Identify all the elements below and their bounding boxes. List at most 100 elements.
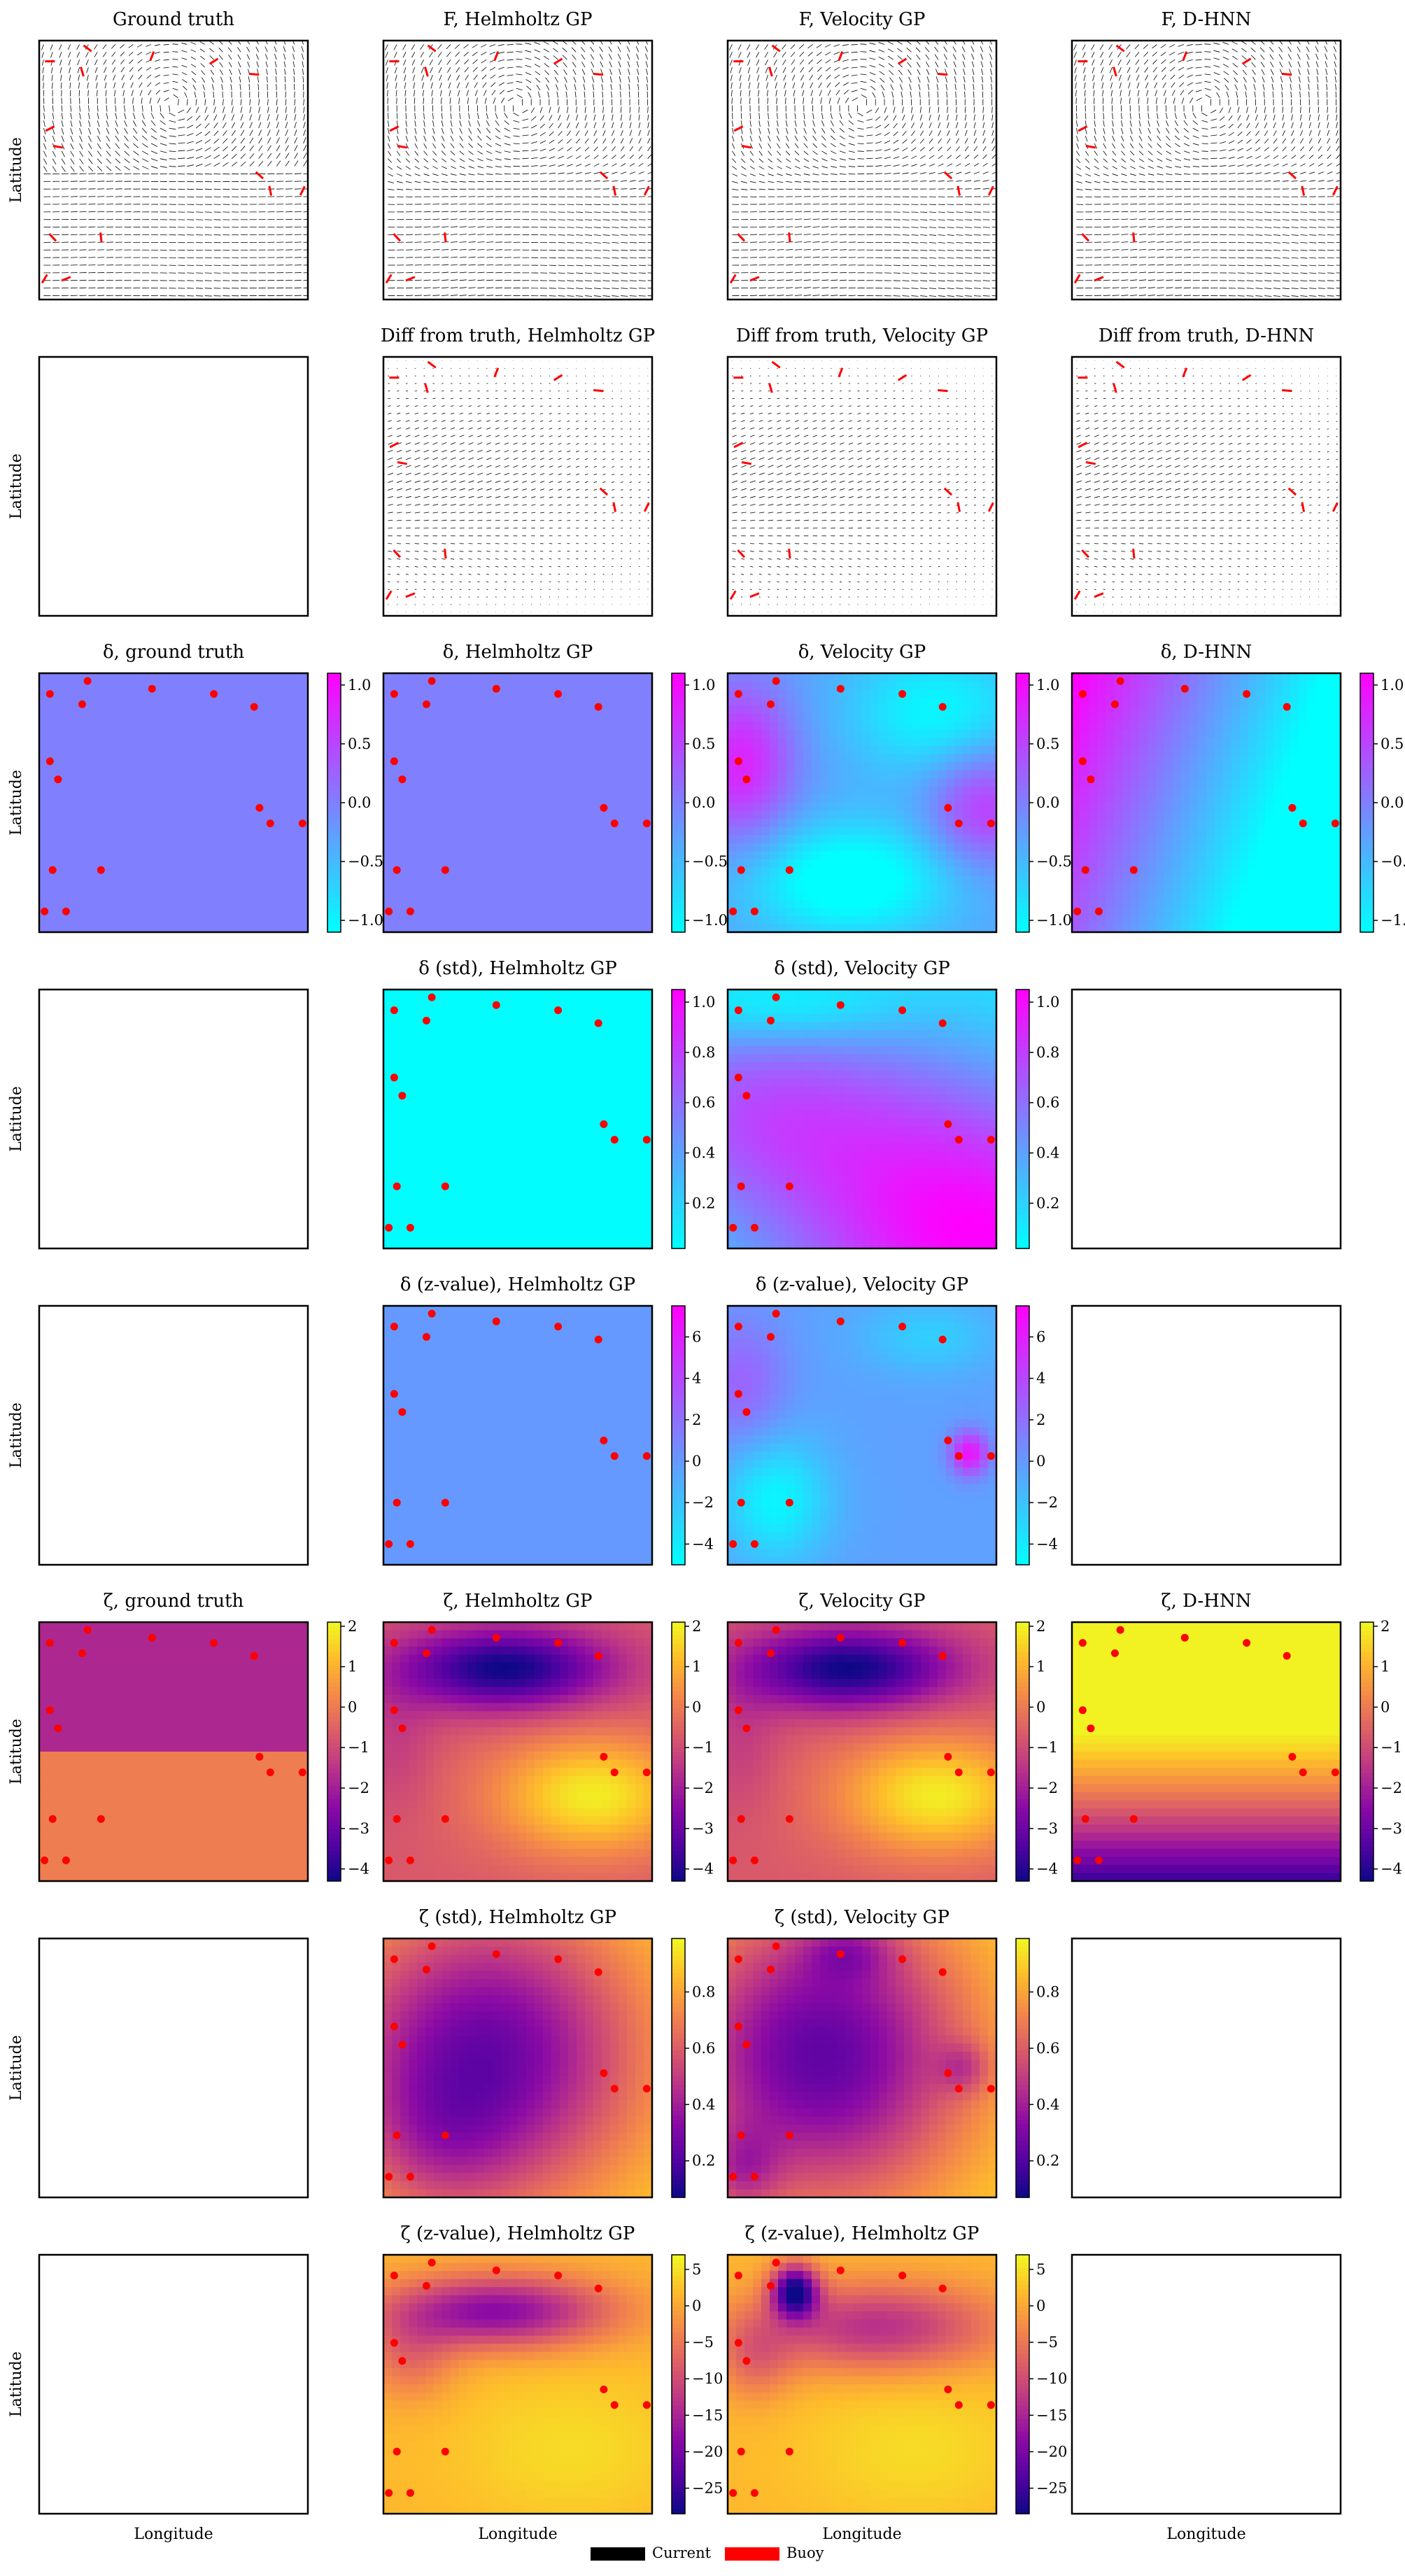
current-arrow — [621, 234, 628, 236]
current-arrow — [552, 41, 558, 45]
current-arrow — [1121, 174, 1127, 176]
current-arrow — [884, 132, 890, 136]
current-arrow — [516, 43, 523, 45]
current-arrow — [154, 51, 160, 54]
current-arrow — [504, 457, 509, 460]
current-arrow — [584, 146, 590, 152]
current-arrow — [204, 131, 211, 136]
current-arrow — [238, 62, 241, 68]
current-arrow — [115, 143, 120, 149]
current-arrow — [953, 61, 956, 68]
current-arrow — [1273, 114, 1276, 121]
current-arrow — [574, 91, 577, 98]
current-arrow — [740, 135, 744, 142]
current-arrow — [794, 174, 801, 176]
buoy-arrow — [1078, 125, 1088, 132]
current-arrow — [1228, 115, 1233, 121]
current-arrow — [638, 241, 646, 244]
current-arrow — [423, 128, 426, 134]
current-arrow — [122, 82, 125, 89]
current-arrow — [584, 435, 588, 437]
current-arrow — [497, 51, 504, 54]
panel-1-1: Diff from truth, Helmholtz GP — [381, 325, 655, 617]
current-arrow — [468, 272, 476, 274]
current-arrow — [239, 83, 241, 90]
current-arrow — [973, 122, 976, 129]
current-arrow — [629, 163, 635, 167]
current-arrow — [766, 82, 768, 89]
current-arrow — [1195, 44, 1202, 45]
current-arrow — [584, 106, 586, 113]
current-arrow — [1094, 181, 1101, 183]
current-arrow — [1085, 113, 1087, 120]
current-arrow — [432, 405, 437, 407]
current-arrow — [581, 62, 586, 68]
current-arrow — [477, 135, 482, 141]
current-arrow — [468, 504, 474, 506]
current-arrow — [423, 113, 425, 120]
current-arrow — [240, 137, 245, 144]
current-arrow — [1101, 74, 1104, 81]
current-arrow — [481, 51, 487, 56]
current-arrow — [504, 519, 509, 521]
buoy-arrow — [444, 232, 447, 243]
current-arrow — [522, 157, 529, 160]
current-arrow — [150, 105, 153, 112]
current-arrow — [178, 165, 185, 167]
current-arrow — [803, 97, 805, 104]
current-arrow — [833, 44, 840, 47]
current-arrow — [1162, 82, 1166, 88]
current-arrow — [1336, 154, 1341, 159]
current-arrow — [1148, 174, 1155, 176]
current-arrow — [413, 82, 416, 89]
current-arrow — [294, 122, 297, 129]
current-arrow — [576, 227, 584, 228]
current-arrow — [1174, 143, 1180, 148]
current-arrow — [1327, 138, 1330, 144]
panel-plot-area — [1073, 41, 1341, 297]
current-arrow — [848, 158, 855, 160]
current-arrow — [647, 83, 648, 90]
current-arrow — [504, 405, 507, 407]
current-arrow — [758, 113, 760, 120]
current-arrow — [414, 551, 419, 552]
current-arrow — [915, 47, 921, 52]
current-arrow — [991, 106, 993, 113]
current-arrow — [911, 106, 913, 113]
current-arrow — [1222, 64, 1229, 68]
current-arrow — [599, 54, 603, 60]
current-arrow — [1287, 46, 1292, 52]
current-arrow — [442, 272, 449, 274]
current-arrow — [397, 558, 401, 560]
current-arrow — [621, 188, 628, 190]
current-arrow — [504, 127, 510, 132]
current-arrow — [839, 113, 842, 119]
current-arrow — [794, 218, 802, 220]
current-arrow — [920, 211, 928, 213]
current-arrow — [964, 91, 966, 98]
current-arrow — [412, 74, 416, 81]
current-arrow — [758, 158, 764, 163]
current-arrow — [962, 53, 966, 60]
current-arrow — [104, 82, 107, 89]
current-arrow — [965, 288, 973, 289]
current-arrow — [839, 241, 847, 243]
current-arrow — [1291, 249, 1299, 251]
current-arrow — [495, 150, 502, 154]
current-arrow — [602, 272, 610, 274]
current-arrow — [414, 442, 420, 445]
current-arrow — [248, 83, 250, 90]
y-axis-label: Latitude — [8, 137, 25, 203]
current-arrow — [486, 420, 490, 422]
current-arrow — [450, 120, 453, 127]
current-arrow — [405, 113, 407, 120]
current-arrow — [516, 80, 523, 83]
current-arrow — [584, 428, 588, 430]
current-arrow — [1280, 83, 1283, 90]
current-arrow — [943, 46, 947, 52]
current-arrow — [432, 504, 439, 506]
current-arrow — [513, 127, 520, 130]
current-arrow — [920, 272, 928, 274]
current-arrow — [61, 150, 65, 157]
current-arrow — [572, 62, 577, 68]
